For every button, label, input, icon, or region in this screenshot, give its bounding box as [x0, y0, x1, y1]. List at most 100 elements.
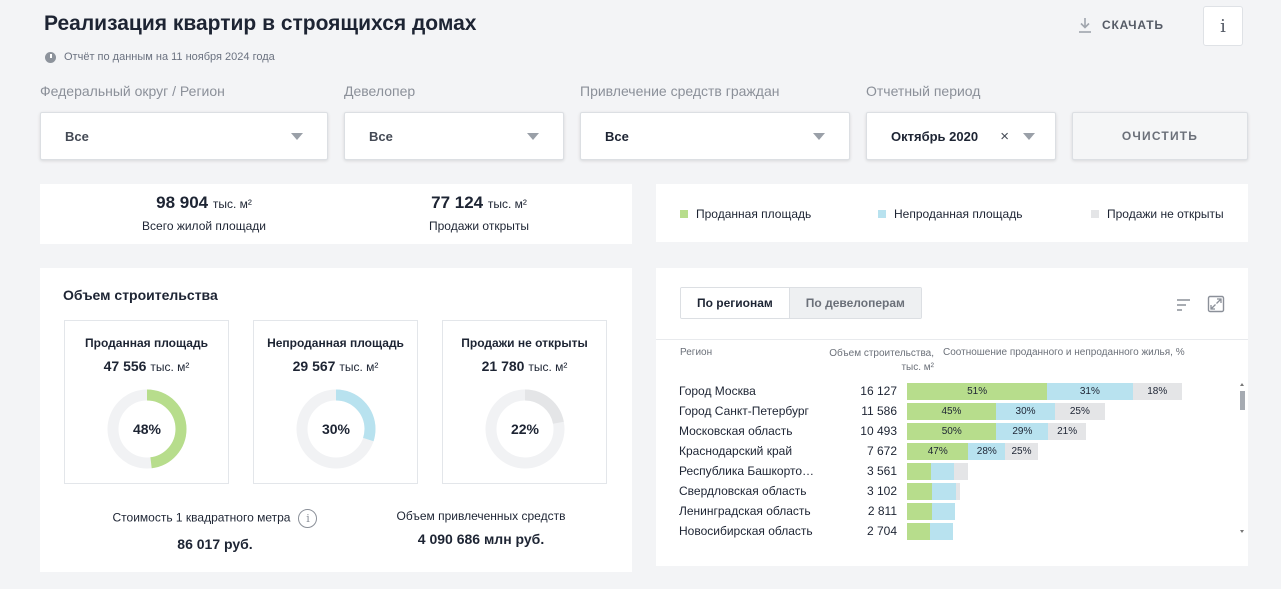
legend-closed: Продажи не открыты: [1091, 207, 1224, 221]
info-icon[interactable]: i: [298, 509, 318, 528]
filter-label-region: Федеральный округ / Регион: [40, 83, 225, 99]
ratio-bar: 50% 29% 21%: [907, 422, 1086, 440]
funds-value: 4 090 686 млн руб.: [417, 531, 545, 547]
download-icon: [1079, 18, 1091, 33]
ratio-bar: 47% 28% 25%: [907, 442, 1038, 460]
column-header-ratio: Соотношение проданного и непроданного жи…: [943, 347, 1185, 358]
region-volume: 7 672: [866, 444, 897, 458]
period-select-value: Октябрь 2020: [891, 128, 979, 144]
ratio-bar: [907, 502, 955, 520]
download-label: СКАЧАТЬ: [1102, 18, 1164, 32]
bar-segment-unsold: 30%: [995, 402, 1056, 420]
filter-label-period: Отчетный период: [866, 83, 981, 99]
region-name: Свердловская область: [679, 484, 807, 498]
ratio-bar: 45% 30% 25%: [907, 402, 1105, 420]
developer-select[interactable]: Все: [344, 112, 564, 160]
region-select[interactable]: Все: [40, 112, 328, 160]
bar-segment-sold: [907, 462, 932, 480]
region-name: Город Санкт-Петербург: [679, 404, 809, 418]
period-select[interactable]: Октябрь 2020 ×: [866, 112, 1056, 160]
kpi-sold: Проданная площадь 47 556 тыс. м² 48%: [64, 320, 229, 484]
kpi-closed: Продажи не открыты 21 780 тыс. м² 22%: [442, 320, 607, 484]
bar-segment-closed: 25%: [1005, 442, 1038, 460]
total-area-value: 98 904: [156, 193, 209, 212]
region-name: Ленинградская область: [679, 504, 811, 518]
attracted-funds: Объем привлеченных средств 4 090 686 млн…: [356, 509, 606, 547]
open-sales-unit: тыс. м²: [487, 197, 527, 211]
bar-segment-closed: [954, 462, 968, 480]
close-icon[interactable]: ×: [1000, 127, 1009, 145]
kpi-value: 47 556: [103, 358, 147, 374]
region-volume: 10 493: [860, 424, 897, 438]
kpi-unit: тыс. м²: [528, 360, 568, 374]
funds-label: Объем привлеченных средств: [396, 509, 566, 523]
scroll-up-arrow-icon[interactable]: [1240, 383, 1244, 386]
cost-per-meter: Стоимость 1 квадратного метра i 86 017 ру…: [90, 509, 340, 552]
table-row[interactable]: Московская область 10 493 50% 29% 21%: [679, 421, 1239, 441]
bar-segment-unsold: [932, 482, 956, 500]
region-volume: 2 811: [867, 504, 897, 518]
bar-segment-sold: 45%: [907, 402, 996, 420]
region-name: Краснодарский край: [679, 444, 793, 458]
table-row[interactable]: Свердловская область 3 102: [679, 481, 1239, 501]
kpi-title: Проданная площадь: [85, 336, 208, 350]
bar-segment-sold: [907, 522, 931, 540]
funds-select-value: Все: [605, 128, 629, 144]
summary-card: [40, 184, 632, 244]
kpi-value: 21 780: [481, 358, 525, 374]
ratio-bar: 51% 31% 18%: [907, 382, 1182, 400]
table-row[interactable]: Ленинградская область 2 811: [679, 501, 1239, 521]
kpi-unsold: Непроданная площадь 29 567 тыс. м² 30%: [253, 320, 418, 484]
cost-value: 86 017 руб.: [177, 536, 253, 552]
sort-icon[interactable]: [1175, 296, 1193, 314]
legend-card: [656, 184, 1248, 242]
column-header-volume: Объем строительства, тыс. м²: [780, 347, 934, 375]
donut-chart: [485, 389, 565, 469]
expand-icon[interactable]: [1207, 295, 1225, 313]
kpi-title: Непроданная площадь: [267, 336, 404, 350]
donut-chart: [107, 389, 187, 469]
bar-segment-closed: 18%: [1132, 382, 1182, 400]
bar-segment-sold: [907, 502, 933, 520]
kpi-value: 29 567: [292, 358, 336, 374]
table-row[interactable]: Республика Башкортостан 3 561: [679, 461, 1239, 481]
tab-developers[interactable]: По девелоперам: [788, 288, 921, 318]
legend-label: Непроданная площадь: [894, 207, 1023, 221]
region-volume: 11 586: [861, 404, 897, 418]
table-row[interactable]: Новосибирская область 2 704: [679, 521, 1239, 541]
construction-title: Объем строительства: [63, 287, 218, 303]
download-button[interactable]: СКАЧАТЬ: [1078, 16, 1164, 34]
ratio-bar: [907, 462, 968, 480]
scroll-down-arrow-icon[interactable]: [1240, 530, 1244, 533]
legend-label: Проданная площадь: [696, 207, 812, 221]
bar-segment-unsold: 31%: [1047, 382, 1133, 400]
table-row[interactable]: Краснодарский край 7 672 47% 28% 25%: [679, 441, 1239, 461]
donut-percent: 30%: [321, 421, 351, 437]
region-volume: 2 704: [866, 524, 897, 538]
chevron-down-icon: [1023, 132, 1035, 140]
kpi-unit: тыс. м²: [339, 360, 379, 374]
funds-select[interactable]: Все: [580, 112, 850, 160]
legend-sold: Проданная площадь: [680, 207, 811, 221]
bar-segment-sold: 51%: [907, 382, 1048, 400]
tab-regions[interactable]: По регионам: [681, 288, 789, 318]
scrollbar-thumb[interactable]: [1240, 391, 1245, 410]
info-button[interactable]: i: [1203, 6, 1243, 46]
bar-segment-sold: 47%: [907, 442, 969, 460]
total-area-unit: тыс. м²: [212, 197, 252, 211]
bar-segment-closed: 21%: [1048, 422, 1086, 440]
open-sales-value: 77 124: [431, 193, 484, 212]
donut-percent: 48%: [132, 421, 162, 437]
clock-icon: [45, 51, 56, 63]
cost-label: Стоимость 1 квадратного метра: [112, 510, 291, 525]
table-row[interactable]: Город Москва 16 127 51% 31% 18%: [679, 381, 1239, 401]
developer-select-value: Все: [369, 128, 393, 144]
clear-button[interactable]: ОЧИСТИТЬ: [1072, 112, 1248, 160]
chevron-down-icon: [527, 132, 539, 140]
table-row[interactable]: Город Санкт-Петербург 11 586 45% 30% 25%: [679, 401, 1239, 421]
region-volume: 3 102: [866, 484, 897, 498]
scrollbar[interactable]: [1240, 383, 1245, 535]
ratio-bar: [907, 482, 960, 500]
column-header-volume-line1: Объем строительства,: [829, 348, 934, 359]
report-date: Отчёт по данным на 11 ноября 2024 года: [45, 51, 275, 63]
